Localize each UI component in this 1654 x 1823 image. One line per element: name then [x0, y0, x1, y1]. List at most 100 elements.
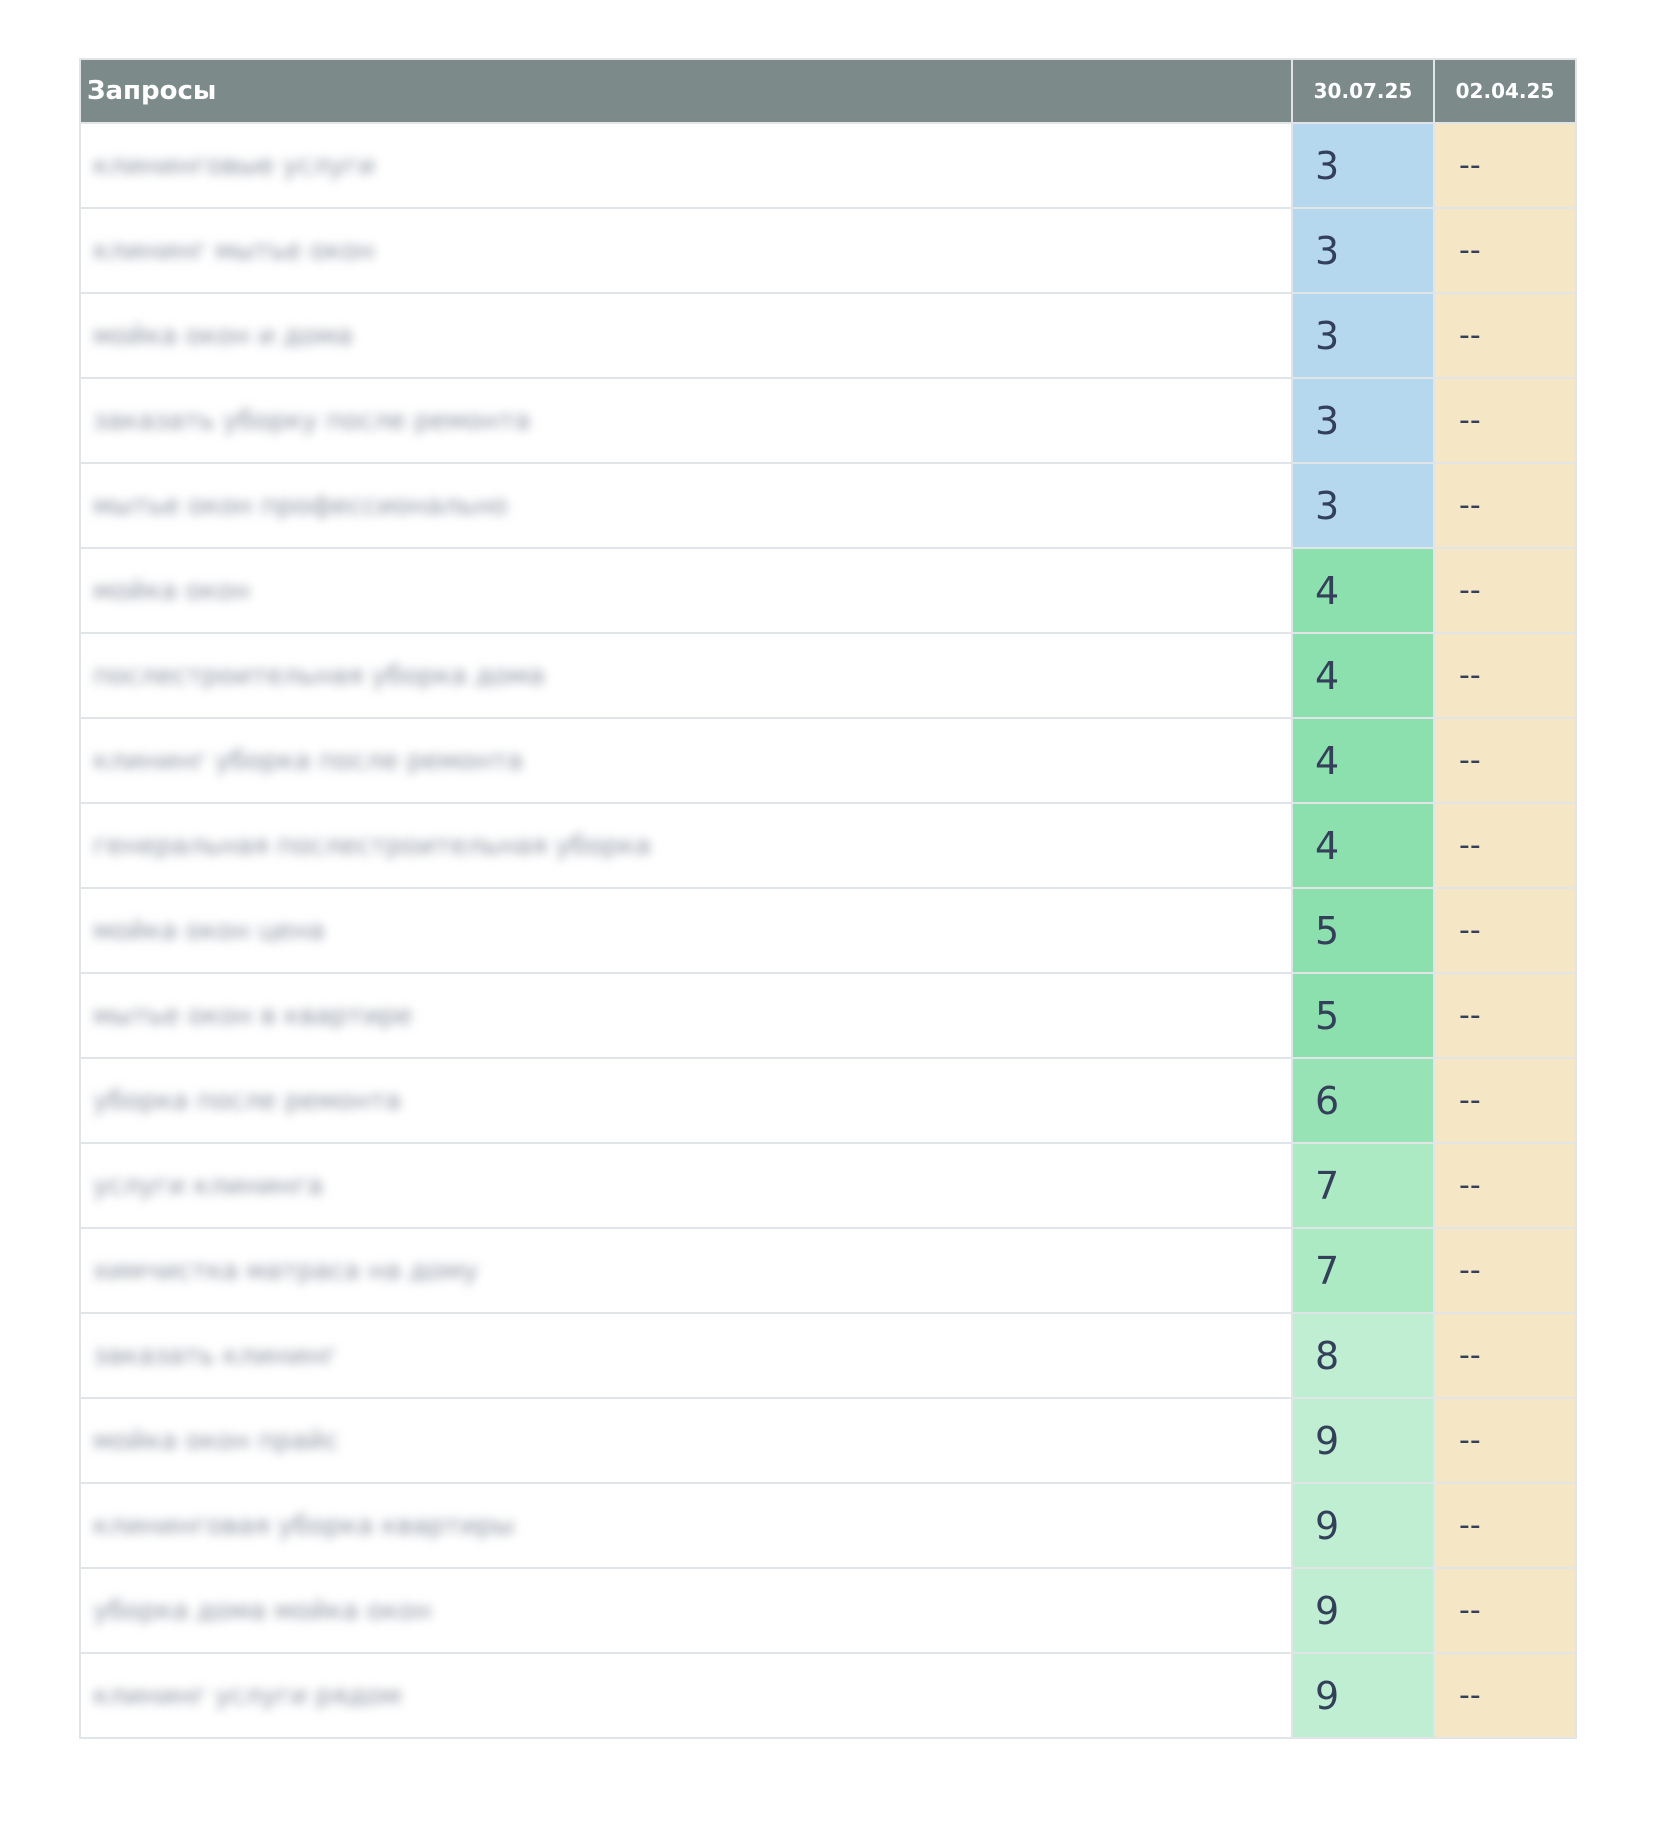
position-cell-date-2: --	[1433, 293, 1576, 379]
position-cell-date-1: 4	[1291, 633, 1434, 719]
query-text: послестроительная уборка дома	[93, 660, 545, 691]
query-cell: услуги клининга	[80, 1143, 1292, 1229]
query-text: клининг услуги рядом	[93, 1680, 402, 1711]
query-cell: мойка окон и дома	[80, 293, 1292, 379]
query-cell: химчистка матраса на дому	[80, 1228, 1292, 1314]
position-cell-date-1: 3	[1291, 123, 1434, 209]
query-text: клининговые услуги	[93, 150, 376, 181]
query-cell: мытье окон профессионально	[80, 463, 1292, 549]
position-cell-date-2: --	[1433, 378, 1576, 464]
query-text: мытье окон в квартире	[93, 1000, 413, 1031]
query-text: клининговая уборка квартиры	[93, 1510, 515, 1541]
position-cell-date-1: 7	[1291, 1228, 1434, 1314]
query-cell: мойка окон цена	[80, 888, 1292, 974]
positions-table: Запросы 30.07.25 02.04.25 клининговые ус…	[79, 58, 1577, 1739]
query-text: заказать клининг	[93, 1340, 337, 1371]
position-cell-date-2: --	[1433, 123, 1576, 209]
position-cell-date-2: --	[1433, 1228, 1576, 1314]
table-row: мытье окон профессионально 3 --	[80, 463, 1576, 549]
position-cell-date-2: --	[1433, 1483, 1576, 1569]
query-cell: клининг уборка после ремонта	[80, 718, 1292, 804]
table-row: мойка окон и дома 3 --	[80, 293, 1576, 379]
table-row: уборка дома мойка окон 9 --	[80, 1568, 1576, 1654]
position-cell-date-1: 9	[1291, 1483, 1434, 1569]
query-cell: клининговые услуги	[80, 123, 1292, 209]
query-text: клининг мытье окон	[93, 235, 375, 266]
position-cell-date-1: 9	[1291, 1398, 1434, 1484]
query-cell: клининг мытье окон	[80, 208, 1292, 294]
position-cell-date-1: 4	[1291, 548, 1434, 634]
position-cell-date-2: --	[1433, 1398, 1576, 1484]
position-cell-date-2: --	[1433, 1143, 1576, 1229]
position-cell-date-1: 3	[1291, 463, 1434, 549]
table-header: Запросы 30.07.25 02.04.25	[79, 58, 1577, 124]
position-cell-date-1: 4	[1291, 718, 1434, 804]
position-cell-date-2: --	[1433, 463, 1576, 549]
position-cell-date-2: --	[1433, 208, 1576, 294]
position-cell-date-2: --	[1433, 1058, 1576, 1144]
table-row: мытье окон в квартире 5 --	[80, 973, 1576, 1059]
query-text: мытье окон профессионально	[93, 490, 508, 521]
position-cell-date-1: 9	[1291, 1568, 1434, 1654]
position-cell-date-1: 3	[1291, 378, 1434, 464]
header-date-1[interactable]: 30.07.25	[1291, 58, 1435, 124]
table-row: мойка окон прайс 9 --	[80, 1398, 1576, 1484]
query-cell: мойка окон	[80, 548, 1292, 634]
position-cell-date-1: 7	[1291, 1143, 1434, 1229]
query-text: мойка окон	[93, 575, 250, 606]
position-cell-date-2: --	[1433, 548, 1576, 634]
query-cell: заказать клининг	[80, 1313, 1292, 1399]
query-text: мойка окон и дома	[93, 320, 353, 351]
position-cell-date-2: --	[1433, 718, 1576, 804]
table-row: клининг мытье окон 3 --	[80, 208, 1576, 294]
table-row: заказать уборку после ремонта 3 --	[80, 378, 1576, 464]
table-row: клининг уборка после ремонта 4 --	[80, 718, 1576, 804]
header-date-2[interactable]: 02.04.25	[1433, 58, 1577, 124]
table-row: химчистка матраса на дому 7 --	[80, 1228, 1576, 1314]
query-text: уборка дома мойка окон	[93, 1595, 432, 1626]
position-cell-date-2: --	[1433, 888, 1576, 974]
query-text: клининг уборка после ремонта	[93, 745, 523, 776]
query-cell: мойка окон прайс	[80, 1398, 1292, 1484]
table-row: мойка окон 4 --	[80, 548, 1576, 634]
query-cell: генеральная послестроительная уборка	[80, 803, 1292, 889]
position-cell-date-1: 3	[1291, 208, 1434, 294]
query-text: мойка окон прайс	[93, 1425, 339, 1456]
header-queries[interactable]: Запросы	[79, 58, 1293, 124]
query-text: генеральная послестроительная уборка	[93, 830, 651, 861]
table-row: мойка окон цена 5 --	[80, 888, 1576, 974]
position-cell-date-1: 4	[1291, 803, 1434, 889]
position-cell-date-1: 3	[1291, 293, 1434, 379]
position-cell-date-2: --	[1433, 1313, 1576, 1399]
query-cell: заказать уборку после ремонта	[80, 378, 1292, 464]
position-cell-date-2: --	[1433, 803, 1576, 889]
position-cell-date-1: 8	[1291, 1313, 1434, 1399]
query-cell: мытье окон в квартире	[80, 973, 1292, 1059]
table-row: послестроительная уборка дома 4 --	[80, 633, 1576, 719]
query-text: уборка после ремонта	[93, 1085, 401, 1116]
table-row: генеральная послестроительная уборка 4 -…	[80, 803, 1576, 889]
query-cell: уборка после ремонта	[80, 1058, 1292, 1144]
query-text: мойка окон цена	[93, 915, 325, 946]
query-cell: клининговая уборка квартиры	[80, 1483, 1292, 1569]
table-row: клининговая уборка квартиры 9 --	[80, 1483, 1576, 1569]
table-row: уборка после ремонта 6 --	[80, 1058, 1576, 1144]
position-cell-date-2: --	[1433, 973, 1576, 1059]
query-text: заказать уборку после ремонта	[93, 405, 531, 436]
query-cell: уборка дома мойка окон	[80, 1568, 1292, 1654]
position-cell-date-2: --	[1433, 633, 1576, 719]
position-cell-date-1: 6	[1291, 1058, 1434, 1144]
table-row: клининговые услуги 3 --	[80, 123, 1576, 209]
position-cell-date-2: --	[1433, 1653, 1576, 1739]
position-cell-date-1: 9	[1291, 1653, 1434, 1739]
position-cell-date-1: 5	[1291, 973, 1434, 1059]
table-row: услуги клининга 7 --	[80, 1143, 1576, 1229]
table-row: клининг услуги рядом 9 --	[80, 1653, 1576, 1739]
position-cell-date-2: --	[1433, 1568, 1576, 1654]
query-text: услуги клининга	[93, 1170, 324, 1201]
table-row: заказать клининг 8 --	[80, 1313, 1576, 1399]
position-cell-date-1: 5	[1291, 888, 1434, 974]
query-cell: послестроительная уборка дома	[80, 633, 1292, 719]
query-text: химчистка матраса на дому	[93, 1255, 479, 1286]
query-cell: клининг услуги рядом	[80, 1653, 1292, 1739]
